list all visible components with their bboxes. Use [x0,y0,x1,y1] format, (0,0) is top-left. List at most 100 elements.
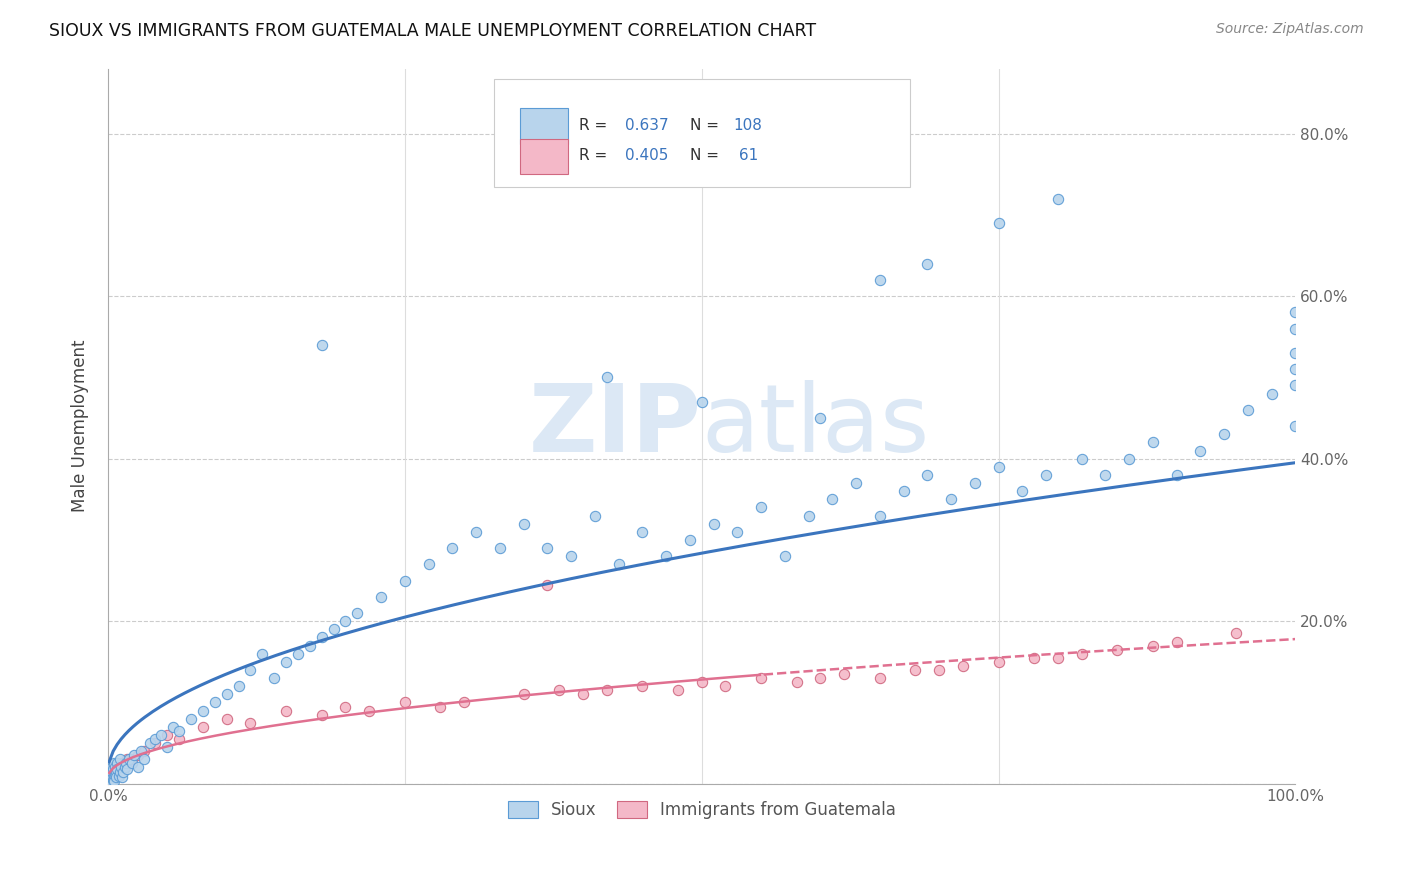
Point [548,683,571,698]
Text: 0.405: 0.405 [624,148,668,163]
Point [311,631,333,645]
Point [180,712,202,726]
Point [191,704,214,718]
Point [690,675,713,690]
Point [274,704,297,718]
Point [100,770,122,784]
Point [111,756,134,771]
Point [512,687,534,701]
Point [132,752,155,766]
Point [107,764,129,779]
Point [810,671,832,685]
Point [429,699,451,714]
Point [115,762,138,776]
Text: N =: N = [690,118,724,133]
Point [105,764,128,779]
Point [239,715,262,730]
Point [108,752,131,766]
Point [252,647,274,661]
Point [536,577,558,591]
Point [489,541,512,555]
Point [108,760,131,774]
Point [441,541,464,555]
Point [115,752,138,766]
Point [1284,419,1306,434]
Text: Source: ZipAtlas.com: Source: ZipAtlas.com [1216,22,1364,37]
Point [1284,321,1306,335]
Point [1237,402,1260,417]
Point [100,764,122,779]
Point [679,533,702,547]
Point [228,679,250,693]
Point [111,770,134,784]
Point [821,492,844,507]
Point [287,647,309,661]
Point [359,704,381,718]
Point [904,663,927,677]
Point [631,679,654,693]
Point [127,760,149,774]
Point [112,764,135,779]
Point [298,639,321,653]
Point [987,459,1010,474]
Point [987,216,1010,230]
Point [108,764,131,779]
Point [122,748,145,763]
Point [963,476,986,491]
Text: 0.637: 0.637 [624,118,668,133]
Point [107,756,129,771]
Point [167,732,190,747]
Legend: Sioux, Immigrants from Guatemala: Sioux, Immigrants from Guatemala [501,794,903,825]
Point [1166,634,1188,648]
Text: ZIP: ZIP [529,380,702,472]
Point [394,574,416,588]
Point [129,744,152,758]
Point [370,590,392,604]
Point [832,667,855,681]
Point [703,516,725,531]
Point [98,772,121,787]
Point [191,720,214,734]
Text: 61: 61 [734,148,758,163]
Point [536,541,558,555]
Point [453,696,475,710]
Point [100,764,122,779]
Point [1118,451,1140,466]
Text: N =: N = [690,148,724,163]
Point [917,467,939,482]
Point [1035,467,1057,482]
Point [1284,305,1306,319]
Point [1107,642,1129,657]
Point [666,683,689,698]
Point [322,623,344,637]
Point [786,675,808,690]
Point [1260,386,1282,401]
Point [167,723,190,738]
Point [104,764,127,779]
Point [583,508,606,523]
Point [118,756,141,771]
Point [1225,626,1247,640]
Point [156,728,179,742]
Point [655,549,678,564]
Text: R =: R = [579,148,613,163]
Point [1046,650,1069,665]
Point [987,655,1010,669]
Point [150,728,173,742]
Text: atlas: atlas [702,380,929,472]
Point [596,370,619,384]
Point [98,770,121,784]
Point [98,769,121,783]
Point [138,736,160,750]
Point [121,752,143,766]
Point [1142,435,1164,450]
Point [103,760,125,774]
Point [103,756,125,771]
Point [1284,362,1306,376]
Point [107,762,129,776]
Point [162,720,184,734]
Point [596,683,619,698]
Point [118,752,141,766]
Point [311,338,333,352]
Point [103,774,125,789]
